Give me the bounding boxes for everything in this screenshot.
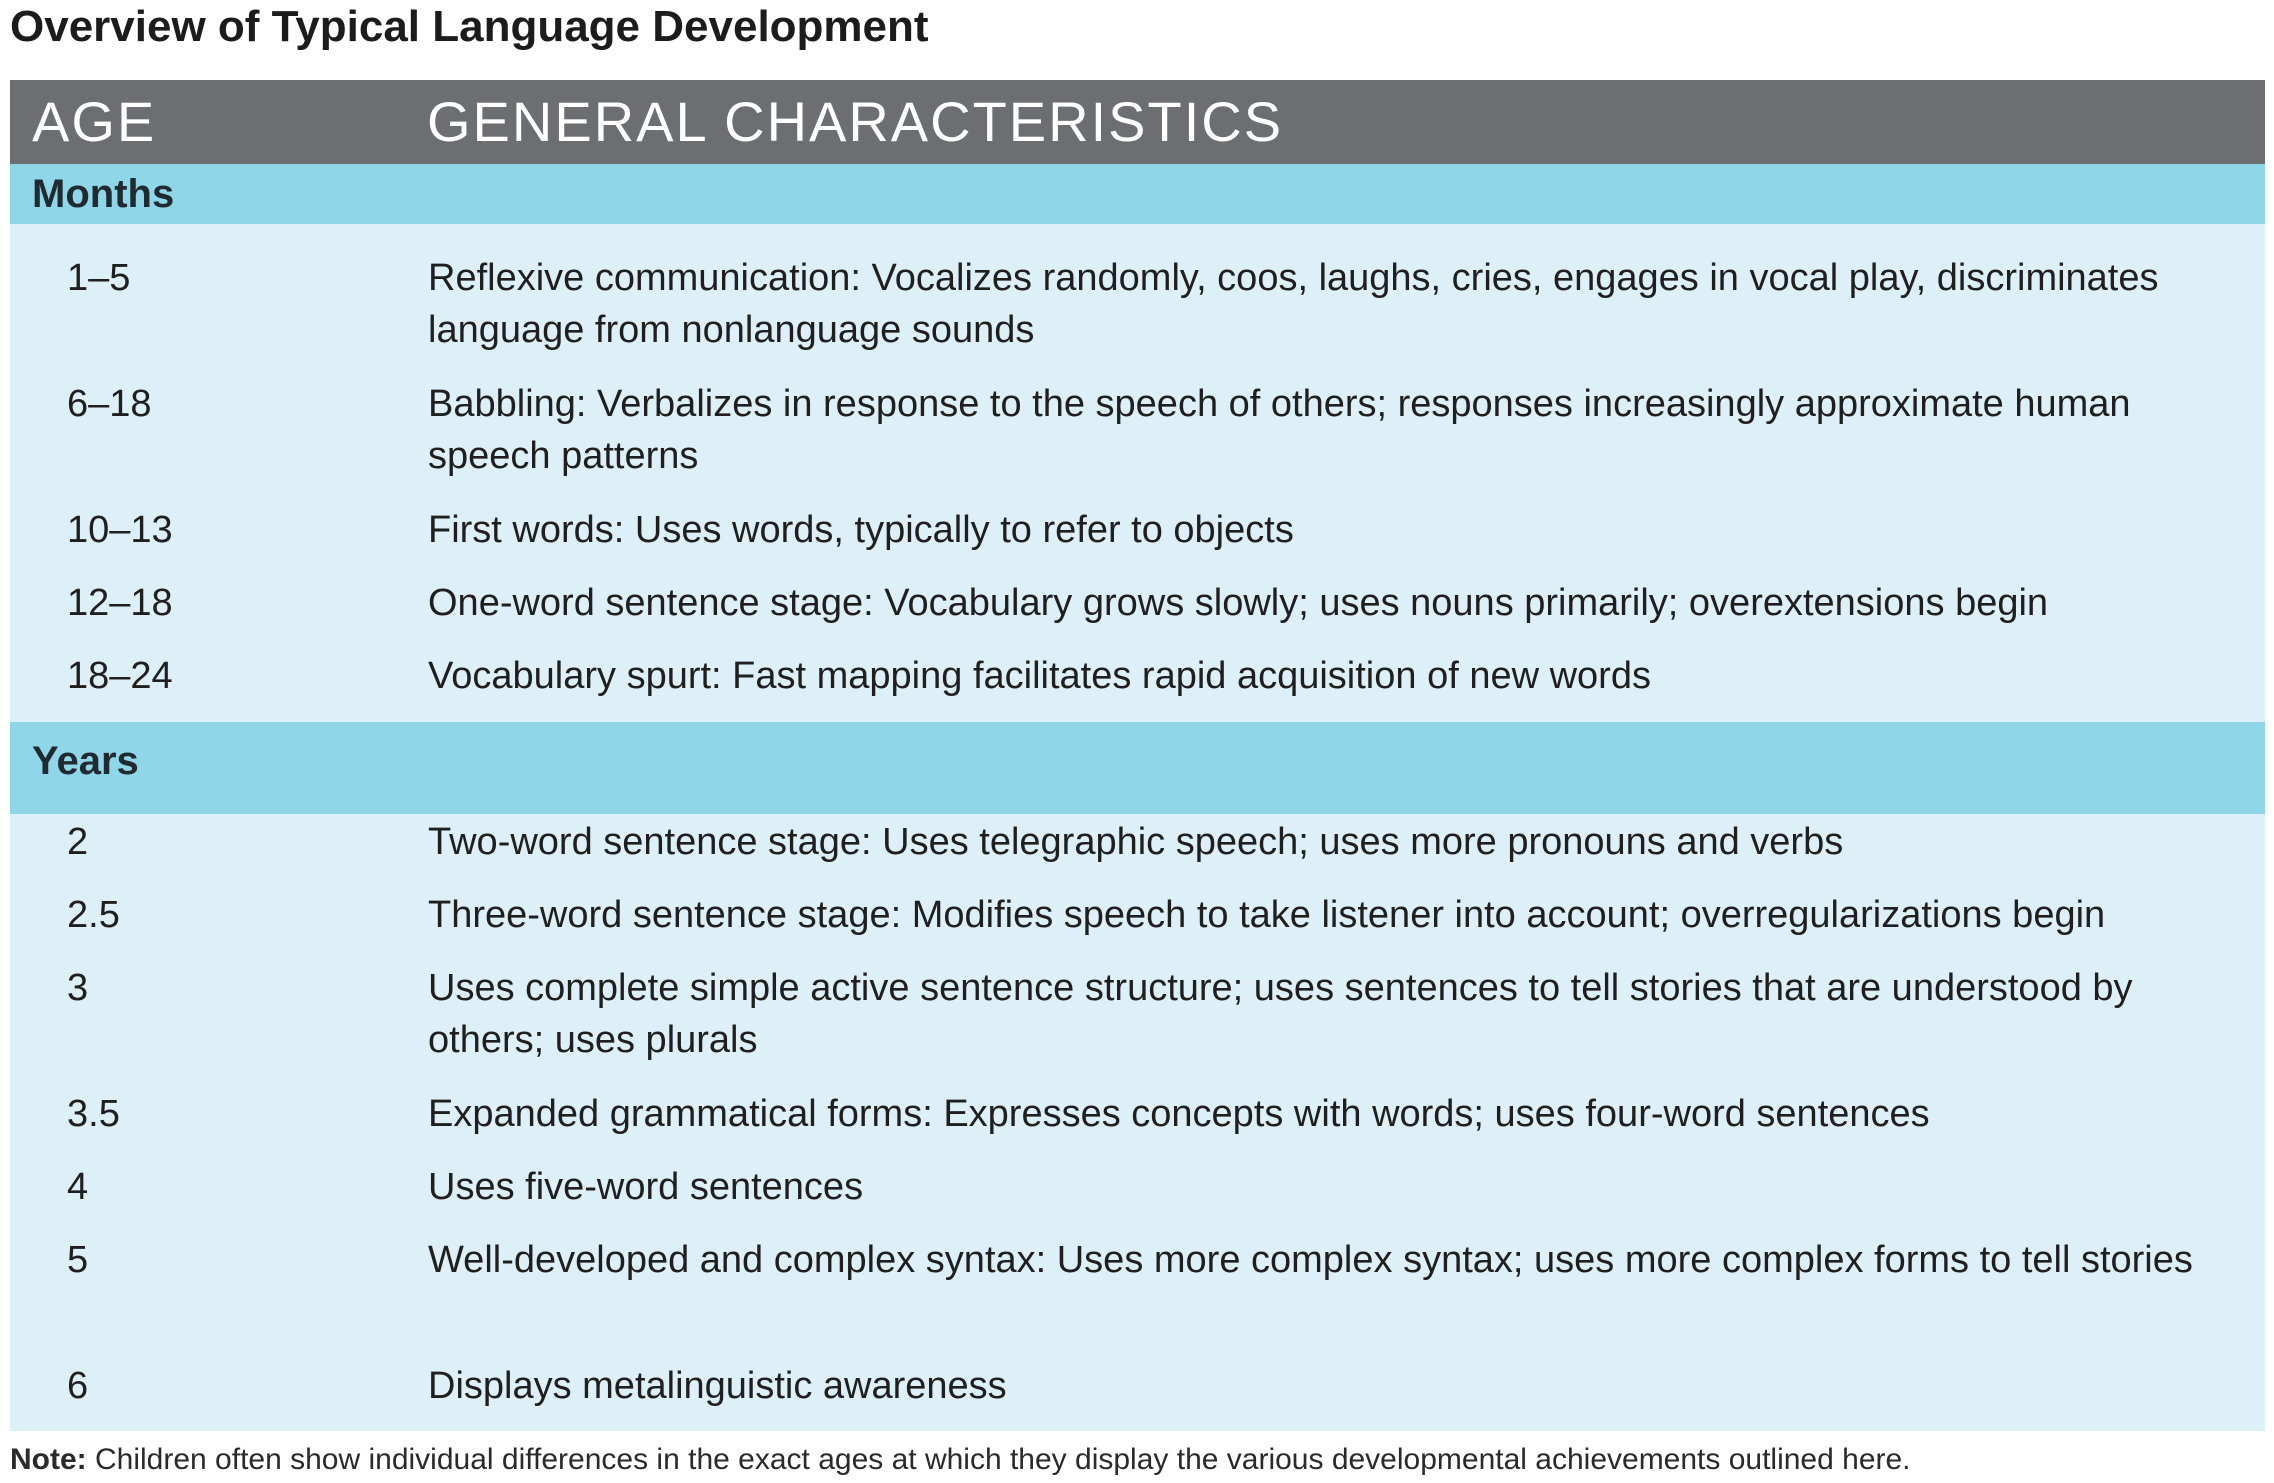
characteristics-cell: Displays metalinguistic awareness [428,1365,1007,1407]
age-column-header: AGE [32,90,157,153]
characteristics-cell: Three-word sentence stage: Modifies spee… [428,894,2106,936]
characteristics-cell: Expanded grammatical forms: Expresses co… [428,1093,1930,1135]
characteristics-cell: Vocabulary spurt: Fast mapping facilitat… [428,655,1651,697]
section-band-years: Years [10,722,2265,814]
section-band-months: Months [10,164,2265,224]
characteristics-cell: Reflexive communication: Vocalizes rando… [428,257,2159,351]
characteristics-column-header: GENERAL CHARACTERISTICS [427,90,1284,153]
characteristics-cell: Uses five-word sentences [428,1166,864,1208]
page-title: Overview of Typical Language Development [10,2,929,51]
table-header: AGE GENERAL CHARACTERISTICS [10,80,2265,164]
section-label-years: Years [32,739,139,783]
age-cell: 6 [67,1365,89,1407]
note-label: Note: [10,1443,87,1476]
age-cell: 18–24 [67,655,173,697]
age-cell: 3 [67,967,89,1009]
characteristics-cell: First words: Uses words, typically to re… [428,509,1294,551]
section-label-months: Months [32,172,175,216]
age-cell: 2.5 [67,894,120,936]
age-cell: 12–18 [67,582,173,624]
characteristics-cell: Babbling: Verbalizes in response to the … [428,383,2131,477]
characteristics-cell: One-word sentence stage: Vocabulary grow… [428,582,2049,624]
age-cell: 6–18 [67,383,152,425]
age-cell: 3.5 [67,1093,120,1135]
age-cell: 5 [67,1239,89,1281]
characteristics-cell: Uses complete simple active sentence str… [428,967,2133,1061]
language-development-table: AGE GENERAL CHARACTERISTICS Months 1–5 R… [10,80,2265,1431]
note-text: Children often show individual differenc… [86,1443,1911,1476]
age-cell: 1–5 [67,257,131,299]
table-footnote: Note: Children often show individual dif… [10,1441,1911,1479]
age-cell: 2 [67,821,89,863]
age-cell: 4 [67,1166,89,1208]
characteristics-cell: Well-developed and complex syntax: Uses … [428,1239,2193,1281]
age-cell: 10–13 [67,509,173,551]
characteristics-cell: Two-word sentence stage: Uses telegraphi… [428,821,1844,863]
